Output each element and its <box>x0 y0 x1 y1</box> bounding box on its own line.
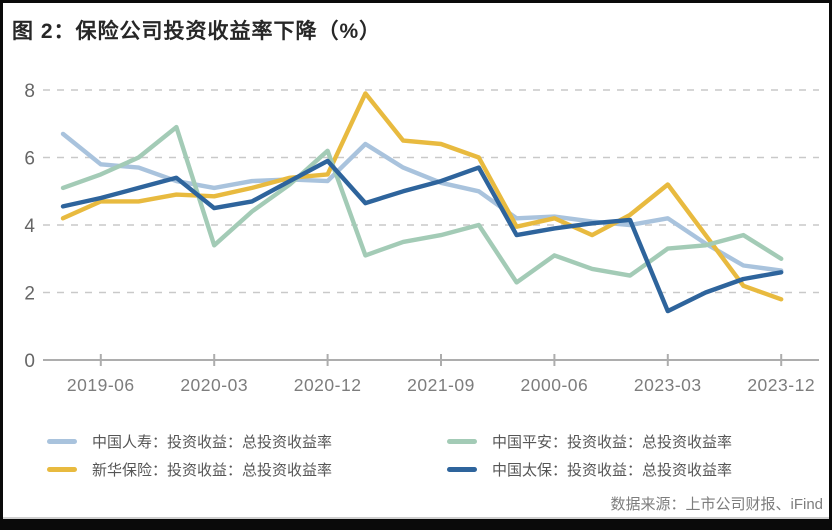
chart-legend: 中国人寿：投资收益：总投资收益率 新华保险：投资收益：总投资收益率 中国平安：投… <box>3 427 829 487</box>
y-tick-label: 6 <box>24 149 35 170</box>
legend-item-taibao[interactable]: 中国太保：投资收益：总投资收益率 <box>447 455 732 483</box>
y-tick-label: 2 <box>24 284 35 305</box>
y-tick-label: 4 <box>24 216 35 237</box>
series-line-3 <box>60 158 784 314</box>
series-line-1 <box>60 91 784 302</box>
legend-label: 中国太保：投资收益：总投资收益率 <box>492 461 733 479</box>
x-tick-label: 2019-06 <box>67 375 135 395</box>
x-tick-label: 2023-12 <box>747 375 815 395</box>
legend-item-pingan[interactable]: 中国平安：投资收益：总投资收益率 <box>447 427 732 455</box>
legend-label: 新华保险：投资收益：总投资收益率 <box>92 461 333 479</box>
legend-item-xinhua[interactable]: 新华保险：投资收益：总投资收益率 <box>47 455 332 483</box>
legend-label: 中国人寿：投资收益：总投资收益率 <box>92 433 333 451</box>
line-chart-canvas: 0 2 4 6 8 2019-06 2020-03 2020-12 2021-09 2000-06… <box>24 81 819 395</box>
legend-swatch-xinhua <box>47 466 77 472</box>
legend-column-right: 中国平安：投资收益：总投资收益率 中国太保：投资收益：总投资收益率 <box>447 427 732 483</box>
legend-swatch-pingan <box>447 438 477 444</box>
series-line-2 <box>60 124 784 285</box>
x-tick-label: 2023-03 <box>634 375 702 395</box>
chart-panel: 图 2：保险公司投资收益率下降（%） 0 2 4 6 8 2019-06 2020-03 20… <box>3 3 829 519</box>
y-tick-label: 0 <box>24 351 35 372</box>
x-tick-label: 2021-09 <box>407 375 475 395</box>
legend-item-china-life[interactable]: 中国人寿：投资收益：总投资收益率 <box>47 427 332 455</box>
data-source-note: 数据来源：上市公司财报、iFind <box>610 496 823 513</box>
legend-swatch-taibao <box>447 466 477 472</box>
legend-column-left: 中国人寿：投资收益：总投资收益率 新华保险：投资收益：总投资收益率 <box>47 427 332 483</box>
legend-swatch-china-life <box>47 438 77 444</box>
y-tick-label: 8 <box>24 81 35 102</box>
legend-label: 中国平安：投资收益：总投资收益率 <box>492 433 733 451</box>
x-tick-label: 2020-03 <box>180 375 248 395</box>
x-tick-label: 2020-12 <box>294 375 362 395</box>
x-tick-label: 2000-06 <box>521 375 589 395</box>
chart-title: 图 2：保险公司投资收益率下降（%） <box>12 20 382 43</box>
